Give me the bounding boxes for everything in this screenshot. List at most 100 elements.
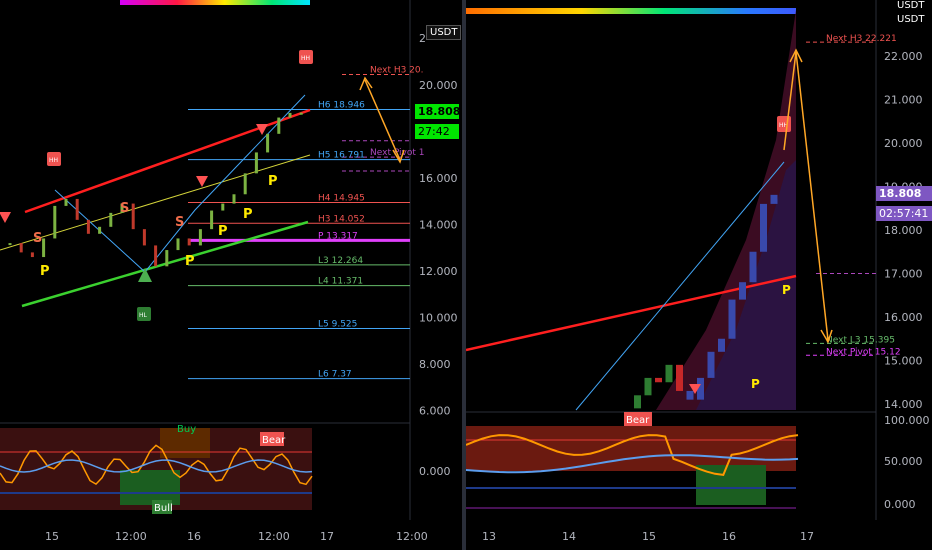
price-candle [749,251,757,283]
price-tick-label: 21.000 [884,94,923,107]
price-candle [770,194,778,204]
forecast-arrow-line [795,51,829,341]
forecast-arrow-head [392,149,405,164]
pivot-p-label: P [751,377,760,391]
bull-badge-bg [152,500,172,514]
price-candle [120,203,124,213]
channel-mid-line [0,154,311,251]
price-candle [686,390,694,400]
forecast-arrow-line [364,79,401,161]
time-tick-label: 17 [800,530,814,543]
price-candle [165,250,169,267]
price-candle [131,203,135,230]
osc-fast-line [0,444,313,486]
sell-triangle-icon [689,384,701,394]
osc-fast-line [466,434,799,476]
time-tick-label: 12:00 [115,530,147,543]
pivot-level-label: L6 7.37 [318,370,352,380]
price-candle [53,205,57,239]
right-chart-pane[interactable]: 22.00021.00020.00019.00018.00017.00016.0… [466,0,932,550]
sell-triangle-icon [196,176,208,187]
price-tick-label: 6.000 [419,405,451,418]
price-candle [254,152,258,174]
time-tick-label: 12:00 [258,530,290,543]
osc-tick-label: 0.000 [419,465,451,478]
forecast-arrow-line [783,51,797,151]
right-countdown-badge: 02:57:41 [876,206,932,221]
price-candle [676,364,683,391]
price-candle [30,252,34,258]
sell-signal-label: S [33,231,42,246]
forecast-arrow-head [359,76,373,91]
price-tick-label: 15.000 [884,355,923,368]
hh-badge-icon [299,50,313,64]
price-candle [739,282,746,300]
pivot-level-label: H4 14.945 [318,194,365,204]
price-candle [760,203,767,252]
channel-lower-line [21,220,309,308]
pivot-level-label: Next L3 15.395 [826,335,895,345]
hl-badge-icon [137,307,151,321]
pivot-level-label: P 13.317 [318,231,358,241]
price-candle [634,395,641,409]
left-last-price-badge: 18.808 [415,104,460,119]
buy-signal-label: Buy [177,424,196,435]
pivot-p-label: P [243,207,253,222]
pane-divider[interactable] [462,0,466,550]
time-tick-label: 13 [482,530,496,543]
osc-tick-label: 0.000 [884,498,916,511]
sell-signal-label: S [175,215,184,230]
sell-triangle-icon [0,212,11,223]
price-tick-label: 8.000 [419,358,451,371]
left-currency-label: USDT [426,25,462,40]
price-candle [697,377,704,400]
right-last-price-badge: 18.808 [876,186,932,201]
pivot-level-label: H3 14.052 [318,214,365,224]
price-tick-label: 18.000 [884,224,923,237]
osc-bull-zone [120,470,180,505]
pivot-level-label: H6 18.946 [318,101,365,111]
pivot-p-label: P [40,264,50,279]
osc-slow-line [466,454,799,474]
pivot-level-label: Next Pivot 15.12 [826,347,901,357]
price-candle [8,243,12,246]
left-chart-canvas[interactable]: 220.00018.00016.00014.00012.00010.0008.0… [0,0,462,550]
price-candle [75,198,79,220]
osc-tick-label: 50.000 [884,455,923,468]
pivot-level-label: L5 9.525 [318,320,357,330]
price-candle [19,243,23,253]
buy-triangle-icon [138,268,152,282]
price-candle [210,210,214,230]
price-candle [644,377,652,396]
price-candle [142,229,146,246]
time-tick-label: 15 [642,530,656,543]
price-candle [64,198,68,206]
trend-blue-line [575,161,785,411]
time-tick-label: 16 [722,530,736,543]
left-chart-pane[interactable]: 220.00018.00016.00014.00012.00010.0008.0… [0,0,462,550]
price-tick-label: 14.000 [884,398,923,411]
right-currency-label-2: USDT [897,14,925,25]
hl-badge-label: HL [139,312,148,319]
price-candle [718,338,725,352]
volatility-cloud-inner [696,160,796,410]
pivot-p-label: P [185,254,195,269]
price-tick-label: 10.000 [419,312,458,325]
pivot-level-label: H5 16.791 [318,151,365,161]
price-tick-label: 20.000 [419,79,458,92]
osc-tick-label: 100.000 [884,414,930,427]
price-candle [109,212,113,227]
price-candle [665,364,673,383]
bull-badge-label: Bull [154,503,173,514]
pivot-level-label: Next H3 22.221 [826,34,897,44]
right-chart-canvas[interactable]: 22.00021.00020.00019.00018.00017.00016.0… [466,0,932,550]
price-candle [86,219,90,234]
price-tick-label: 22.000 [884,50,923,63]
price-candle [655,377,662,383]
right-currency-label: USDT [897,0,925,11]
pivot-level-label: Next H3 20. [370,66,424,76]
price-tick-label: 14.000 [419,219,458,232]
price-candle [232,194,236,204]
price-candle [288,112,292,118]
pivot-p-label: P [268,174,278,189]
